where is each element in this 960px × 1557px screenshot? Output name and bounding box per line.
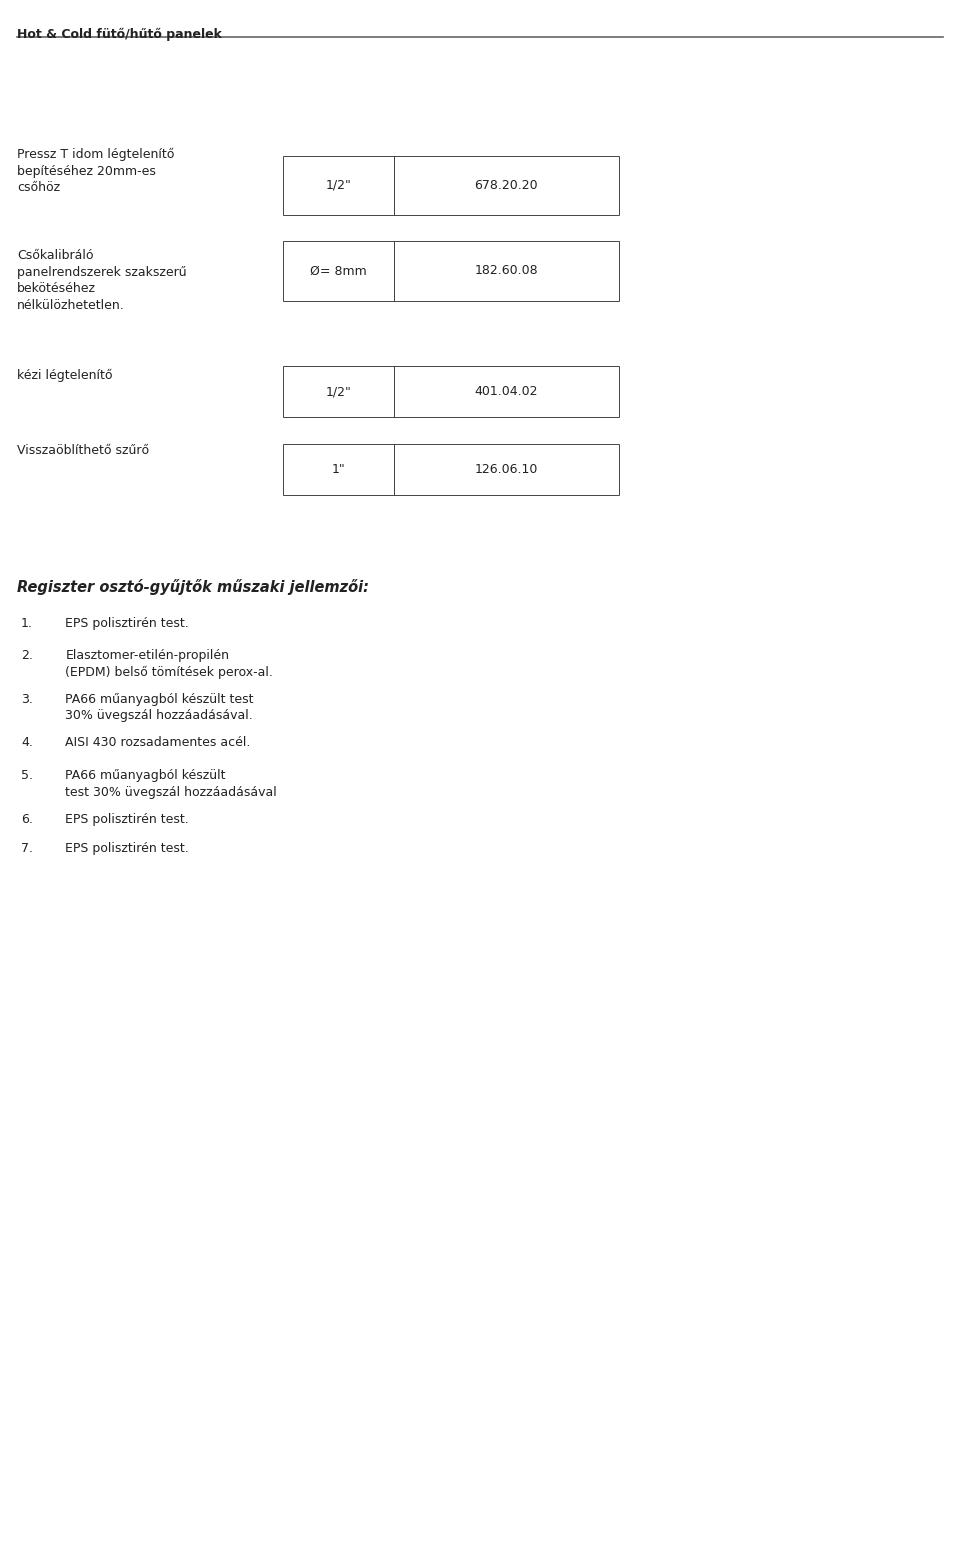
Text: kézi légtelenítő: kézi légtelenítő — [17, 369, 112, 381]
Text: 6.: 6. — [21, 813, 33, 825]
Text: EPS polisztirén test.: EPS polisztirén test. — [65, 617, 189, 629]
Text: Hot & Cold fütő/hűtő panelek: Hot & Cold fütő/hűtő panelek — [17, 28, 222, 40]
Text: Elasztomer-etilén-propilén
(EPDM) belső tömítések perox-al.: Elasztomer-etilén-propilén (EPDM) belső … — [65, 649, 274, 679]
Text: PA66 műanyagból készült
test 30% üvegszál hozzáadásával: PA66 műanyagból készült test 30% üvegszá… — [65, 769, 277, 799]
Text: Ø= 8mm: Ø= 8mm — [310, 265, 367, 277]
Bar — [283, 241, 394, 301]
Text: Pressz T idom légtelenítő
bepítéséhez 20mm-es
csőhöz: Pressz T idom légtelenítő bepítéséhez 20… — [17, 148, 175, 195]
Text: 1.: 1. — [21, 617, 33, 629]
Text: Regiszter osztó-gyűjtők műszaki jellemzői:: Regiszter osztó-gyűjtők műszaki jellemző… — [17, 579, 370, 595]
Text: 1/2": 1/2" — [325, 385, 351, 399]
Text: 5.: 5. — [21, 769, 33, 782]
Bar — [394, 366, 619, 417]
Text: 678.20.20: 678.20.20 — [474, 179, 539, 192]
Text: 2.: 2. — [21, 649, 33, 662]
Text: Visszaöblíthető szűrő: Visszaöblíthető szűrő — [17, 444, 150, 456]
Text: 1/2": 1/2" — [325, 179, 351, 192]
Text: 3.: 3. — [21, 693, 33, 705]
Bar — [283, 444, 394, 495]
Text: 1": 1" — [331, 462, 346, 476]
Text: Csőkalibráló
panelrendszerek szakszerű
bekötéséhez
nélkülözhetetlen.: Csőkalibráló panelrendszerek szakszerű b… — [17, 249, 187, 311]
Bar — [283, 156, 394, 215]
Text: 126.06.10: 126.06.10 — [474, 462, 539, 476]
Text: AISI 430 rozsadamentes acél.: AISI 430 rozsadamentes acél. — [65, 736, 251, 749]
Text: 182.60.08: 182.60.08 — [474, 265, 539, 277]
Text: EPS polisztirén test.: EPS polisztirén test. — [65, 813, 189, 825]
Bar — [394, 156, 619, 215]
Bar — [394, 444, 619, 495]
Text: EPS polisztirén test.: EPS polisztirén test. — [65, 842, 189, 855]
Text: 7.: 7. — [21, 842, 33, 855]
Bar — [283, 366, 394, 417]
Text: PA66 műanyagból készült test
30% üvegszál hozzáadásával.: PA66 műanyagból készült test 30% üvegszá… — [65, 693, 253, 722]
Text: 4.: 4. — [21, 736, 33, 749]
Text: 401.04.02: 401.04.02 — [474, 385, 539, 399]
Bar — [394, 241, 619, 301]
